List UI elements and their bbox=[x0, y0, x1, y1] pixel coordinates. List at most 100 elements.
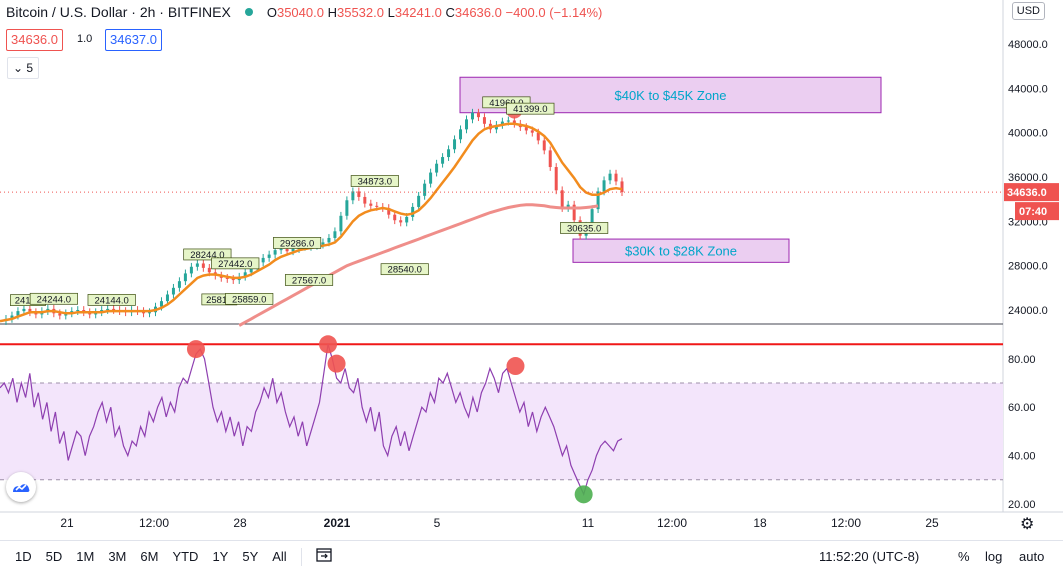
range-1d-button[interactable]: 1D bbox=[15, 549, 32, 564]
range-3m-button[interactable]: 3M bbox=[108, 549, 127, 564]
candle-body bbox=[530, 130, 534, 133]
market-status-icon bbox=[244, 8, 253, 16]
price-label-text: 24144.0 bbox=[95, 295, 129, 306]
range-6m-button[interactable]: 6M bbox=[140, 549, 159, 564]
candle-body bbox=[399, 220, 403, 223]
candle-body bbox=[554, 167, 558, 191]
price-label: 29286.0 bbox=[273, 237, 322, 249]
symbol-title[interactable]: Bitcoin / U.S. Dollar · 2h · BITFINEX bbox=[6, 4, 231, 20]
candle-body bbox=[177, 281, 181, 288]
candle-body bbox=[506, 120, 510, 122]
candle-body bbox=[22, 308, 26, 312]
oscillator-marker bbox=[574, 485, 593, 504]
time-tick-label: 12:00 bbox=[831, 516, 861, 530]
candle-body bbox=[602, 180, 606, 192]
candle-body bbox=[28, 308, 32, 313]
oscillator-marker bbox=[186, 340, 205, 359]
candle-body bbox=[243, 272, 247, 277]
calendar-range-icon[interactable] bbox=[316, 547, 332, 566]
price-label-text: 27567.0 bbox=[292, 275, 326, 286]
price-label-text: 24123 bbox=[15, 296, 41, 307]
indicators-collapse-button[interactable]: ⌄ 5 bbox=[7, 57, 40, 79]
close-value: 34636.0 bbox=[454, 4, 502, 20]
candle-body bbox=[620, 181, 624, 193]
oscillator-tick-label: 40.00 bbox=[1008, 451, 1036, 463]
range-ytd-button[interactable]: YTD bbox=[172, 549, 199, 564]
range-all-button[interactable]: All bbox=[272, 549, 287, 564]
candle-body bbox=[58, 313, 62, 316]
candle-body bbox=[345, 200, 349, 216]
oscillator-marker bbox=[327, 354, 346, 373]
candle-body bbox=[171, 287, 175, 295]
currency-button[interactable]: USD bbox=[1011, 2, 1045, 20]
buy-price-button[interactable]: 34637.0 bbox=[105, 29, 162, 51]
candle-body bbox=[470, 112, 474, 120]
candle-body bbox=[112, 308, 116, 310]
price-tick-label: 28000.0 bbox=[1008, 261, 1048, 273]
indicator-count: 5 bbox=[26, 61, 34, 75]
price-label-text: 24244.0 bbox=[37, 294, 71, 305]
clock-time[interactable]: 11:52:20 (UTC-8) bbox=[819, 549, 920, 564]
zone-label: $40K to $45K Zone bbox=[614, 88, 726, 103]
price-label: 28244.0 bbox=[183, 248, 232, 261]
candle-body bbox=[453, 139, 457, 150]
settings-gear-icon[interactable]: ⚙ bbox=[1020, 516, 1035, 533]
bottom-toolbar: 1D 5D 1M 3M 6M YTD 1Y 5Y All 11:52:20 (U… bbox=[0, 540, 1063, 572]
candle-body bbox=[411, 206, 415, 217]
log-scale-button[interactable]: log bbox=[985, 549, 1003, 564]
candle-body bbox=[291, 249, 295, 252]
price-label: 27567.0 bbox=[284, 274, 334, 286]
candle-body bbox=[476, 112, 480, 118]
tradingview-logo-icon[interactable] bbox=[6, 472, 36, 502]
price-tick-label: 44000.0 bbox=[1008, 83, 1048, 95]
percent-scale-button[interactable]: % bbox=[958, 549, 970, 564]
chart-canvas[interactable]: $40K to $45K Zone$30K to $28K Zone241232… bbox=[0, 0, 1063, 540]
price-label-text: 27442.0 bbox=[218, 259, 252, 270]
candle-body bbox=[614, 173, 618, 182]
candle-body bbox=[447, 149, 451, 158]
price-label-text: 25859.0 bbox=[232, 294, 266, 305]
ma-long-line bbox=[238, 203, 599, 327]
candle-body bbox=[542, 140, 546, 151]
low-value: 34241.0 bbox=[394, 4, 442, 20]
price-label: 34873.0 bbox=[350, 175, 399, 187]
candle-body bbox=[566, 204, 570, 209]
candle-body bbox=[321, 242, 325, 245]
candle-body bbox=[189, 266, 193, 274]
candle-body bbox=[572, 204, 576, 221]
symbol-header: Bitcoin / U.S. Dollar · 2h · BITFINEX O3… bbox=[0, 0, 602, 24]
time-tick-label: 18 bbox=[753, 516, 767, 530]
range-5y-button[interactable]: 5Y bbox=[242, 549, 259, 564]
candle-body bbox=[285, 249, 289, 252]
price-label-text: 28244.0 bbox=[190, 250, 224, 261]
range-5d-button[interactable]: 5D bbox=[45, 549, 63, 564]
candle-body bbox=[333, 231, 337, 238]
time-tick-label: 11 bbox=[582, 516, 595, 530]
range-1m-button[interactable]: 1M bbox=[76, 549, 95, 564]
price-label: 30635.0 bbox=[560, 222, 609, 234]
time-tick-label: 25 bbox=[925, 516, 939, 530]
candle-body bbox=[357, 191, 361, 197]
oscillator-tick-label: 20.00 bbox=[1008, 499, 1036, 511]
price-label: 24144.0 bbox=[87, 294, 136, 306]
candle-body bbox=[417, 195, 421, 207]
candle-body bbox=[225, 277, 229, 279]
time-tick-label: 5 bbox=[434, 516, 441, 530]
ohlc-values: O35040.0 H35532.0 L34241.0 C34636.0 −400… bbox=[266, 4, 603, 20]
candle-body bbox=[267, 254, 271, 258]
candle-body bbox=[465, 119, 468, 130]
chevron-down-icon: ⌄ bbox=[13, 61, 24, 75]
candle-body bbox=[165, 294, 169, 302]
range-1y-button[interactable]: 1Y bbox=[212, 549, 229, 564]
sell-price-button[interactable]: 34636.0 bbox=[6, 29, 63, 51]
toolbar-divider bbox=[300, 547, 302, 566]
candle-body bbox=[339, 215, 343, 232]
oscillator-marker bbox=[319, 335, 338, 354]
auto-scale-button[interactable]: auto bbox=[1019, 549, 1045, 564]
time-tick-label: 12:00 bbox=[657, 516, 687, 530]
candle-body bbox=[596, 191, 600, 210]
oscillator-tick-label: 60.00 bbox=[1008, 402, 1036, 414]
candle-body bbox=[261, 257, 265, 263]
candle-body bbox=[435, 163, 439, 173]
candle-body bbox=[524, 127, 528, 131]
